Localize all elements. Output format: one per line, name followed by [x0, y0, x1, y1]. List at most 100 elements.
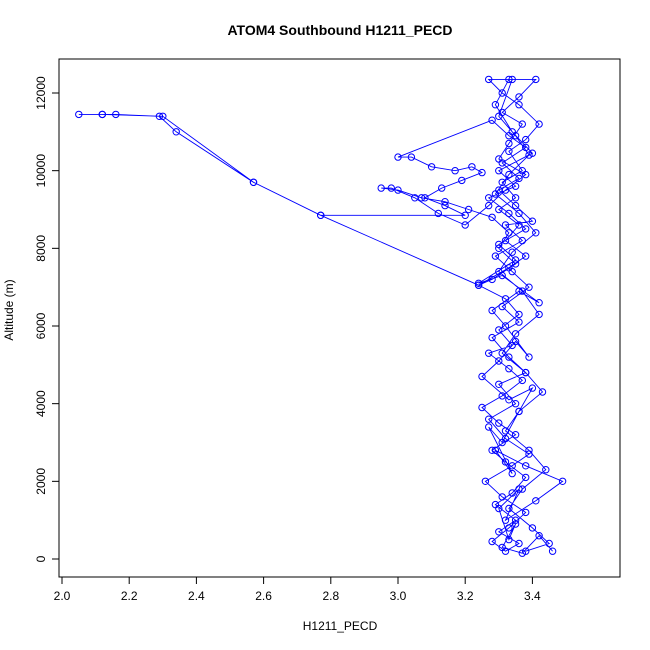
data-point: [498, 349, 506, 357]
data-point: [525, 446, 533, 454]
data-point: [515, 93, 523, 101]
data-point: [441, 201, 449, 210]
data-point: [505, 504, 513, 513]
data-point: [518, 120, 526, 128]
y-tick-label: 4000: [34, 390, 48, 417]
data-point: [515, 318, 523, 326]
data-point: [485, 201, 493, 210]
data-point: [528, 217, 537, 225]
data-point: [522, 143, 530, 152]
data-point: [511, 260, 520, 268]
data-point: [394, 153, 402, 161]
data-point: [511, 256, 520, 264]
data-point: [488, 275, 496, 284]
data-point: [542, 466, 550, 474]
data-point: [525, 353, 533, 361]
y-axis: 0 2000 4000 6000 8000 10000 12000: [34, 76, 60, 562]
data-point: [511, 516, 520, 524]
data-point: [515, 310, 523, 319]
data-point: [498, 89, 506, 97]
data-point: [474, 279, 483, 287]
data-point: [505, 170, 513, 179]
data-point: [495, 357, 503, 365]
data-point: [501, 427, 510, 435]
data-point: [491, 190, 500, 198]
data-point: [518, 376, 526, 385]
x-axis: 2.0 2.2 2.4 2.6 2.8 3.0 3.2 3.4: [54, 576, 541, 603]
data-point: [525, 450, 533, 458]
data-point: [528, 384, 537, 392]
data-point: [508, 341, 516, 350]
data-point: [508, 462, 516, 470]
data-point: [155, 112, 164, 121]
data-point: [511, 194, 520, 202]
data-point: [525, 151, 533, 159]
y-tick-label: 2000: [34, 468, 48, 495]
data-point: [501, 547, 510, 555]
data-point: [511, 330, 520, 338]
data-point: [491, 101, 500, 109]
data-point: [511, 400, 520, 408]
y-tick-label: 6000: [34, 312, 48, 339]
data-point: [532, 497, 540, 505]
data-point: [518, 287, 526, 295]
x-tick-label: 2.8: [322, 589, 339, 603]
data-point: [488, 537, 496, 546]
data-point: [461, 221, 469, 229]
data-point: [535, 310, 543, 319]
x-tick-label: 2.4: [188, 589, 205, 603]
data-point: [515, 287, 523, 295]
data-point: [498, 493, 506, 501]
data-point: [505, 229, 513, 237]
data-point: [495, 419, 503, 427]
data-point: [518, 167, 526, 175]
data-point: [488, 306, 496, 315]
data-point: [498, 302, 506, 311]
data-point: [495, 528, 503, 536]
data-point: [522, 225, 530, 233]
data-point: [522, 252, 530, 260]
data-point: [478, 403, 486, 412]
data-point: [498, 159, 506, 167]
data-point: [522, 508, 530, 517]
data-point: [485, 194, 493, 202]
data-point: [488, 333, 496, 342]
data-point: [501, 322, 510, 330]
data-point: [515, 485, 523, 493]
data-point: [464, 205, 473, 214]
x-tick-label: 2.2: [121, 589, 138, 603]
data-point: [522, 368, 530, 377]
data-point: [317, 211, 325, 220]
data-point: [505, 147, 513, 156]
data-point: [535, 120, 543, 128]
data-point: [501, 458, 510, 466]
data-point: [515, 221, 523, 229]
data-point: [495, 267, 503, 276]
data-point: [488, 446, 496, 454]
data-point: [522, 462, 530, 470]
data-point: [417, 194, 426, 202]
data-point: [421, 194, 429, 202]
data-point: [511, 520, 520, 528]
data-point: [505, 365, 513, 373]
series-line: [78, 78, 564, 554]
x-tick-label: 3.0: [390, 589, 407, 603]
data-point: [518, 236, 526, 245]
data-point: [434, 209, 442, 218]
chart-title: ATOM4 Southbound H1211_PECD: [227, 22, 452, 38]
data-point: [458, 176, 466, 185]
data-point: [518, 485, 526, 493]
x-tick-label: 2.0: [54, 589, 71, 603]
data-point: [505, 75, 513, 84]
data-series: [75, 75, 567, 557]
data-point: [515, 407, 523, 416]
data-point: [505, 139, 513, 148]
data-point: [498, 178, 506, 187]
data-point: [485, 415, 493, 423]
data-point: [505, 535, 513, 544]
data-point: [508, 248, 516, 256]
y-tick-label: 8000: [34, 235, 48, 262]
data-point: [377, 184, 385, 192]
data-point: [478, 168, 486, 177]
